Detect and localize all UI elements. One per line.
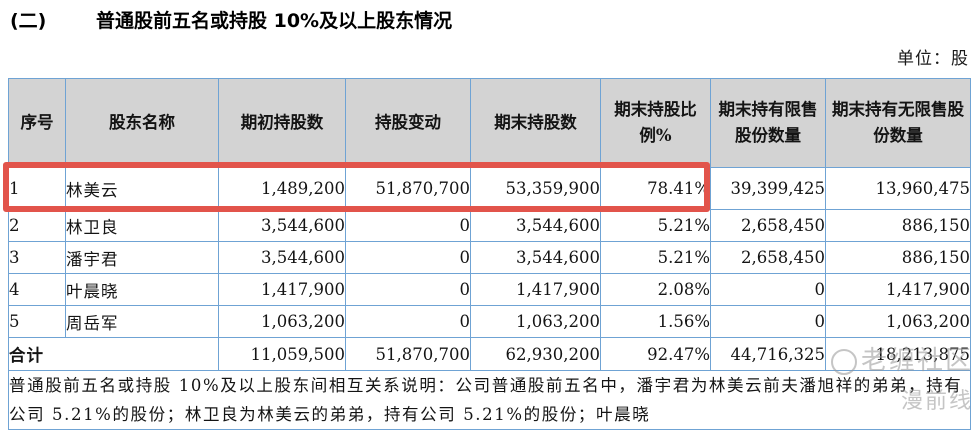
table-header-row: 序号 股东名称 期初持股数 持股变动 期末持股数 期末持股比例% 期末持有限售股…: [8, 78, 971, 168]
table-row: 5 周岳军 1,063,200 0 1,063,200 1.56% 0 1,06…: [8, 305, 971, 338]
cell-closing-shares: 1,063,200: [470, 305, 601, 338]
cell-restricted-shares: 0: [710, 305, 826, 338]
cell-share-change: 51,870,700: [345, 167, 471, 210]
cell-opening-shares: 3,544,600: [218, 241, 346, 274]
total-share-change: 51,870,700: [345, 337, 471, 371]
unit-label: 单位：股: [897, 49, 969, 69]
cell-closing-shares: 1,417,900: [470, 273, 601, 306]
cell-share-change: 0: [345, 273, 471, 306]
col-header-share-change: 持股变动: [345, 78, 471, 168]
cell-shareholder-name: 叶晨晓: [65, 273, 219, 306]
cell-closing-ratio: 2.08%: [600, 273, 711, 306]
cell-closing-shares: 3,544,600: [470, 241, 601, 274]
cell-unrestricted-shares: 886,150: [825, 241, 971, 274]
cell-index: 4: [8, 273, 66, 306]
cell-closing-shares: 53,359,900: [470, 167, 601, 210]
section-title: (二) 普通股前五名或持股 10%及以上股东情况: [10, 6, 452, 33]
cell-shareholder-name: 林美云: [65, 167, 219, 210]
total-closing-ratio: 92.47%: [600, 337, 711, 371]
cell-unrestricted-shares: 1,063,200: [825, 305, 971, 338]
total-unrestricted-shares: 18,213,875: [825, 337, 971, 371]
col-header-opening-shares: 期初持股数: [218, 78, 346, 168]
total-row: 合计 11,059,500 51,870,700 62,930,200 92.4…: [8, 337, 971, 371]
table-row: 1 林美云 1,489,200 51,870,700 53,359,900 78…: [8, 167, 971, 210]
table-row: 2 林卫良 3,544,600 0 3,544,600 5.21% 2,658,…: [8, 209, 971, 242]
cell-closing-shares: 3,544,600: [470, 209, 601, 242]
total-opening-shares: 11,059,500: [218, 337, 346, 371]
cell-restricted-shares: 2,658,450: [710, 241, 826, 274]
col-header-closing-shares: 期末持股数: [470, 78, 601, 168]
total-closing-shares: 62,930,200: [470, 337, 601, 371]
cell-closing-ratio: 78.41%: [600, 167, 711, 210]
cell-shareholder-name: 潘宇君: [65, 241, 219, 274]
cell-closing-ratio: 1.56%: [600, 305, 711, 338]
total-label: 合计: [8, 337, 219, 371]
cell-index: 3: [8, 241, 66, 274]
cell-share-change: 0: [345, 241, 471, 274]
cell-opening-shares: 1,489,200: [218, 167, 346, 210]
col-header-shareholder-name: 股东名称: [65, 78, 219, 168]
cell-shareholder-name: 周岳军: [65, 305, 219, 338]
col-header-closing-ratio: 期末持股比例%: [600, 78, 711, 168]
cell-closing-ratio: 5.21%: [600, 241, 711, 274]
cell-share-change: 0: [345, 209, 471, 242]
cell-opening-shares: 3,544,600: [218, 209, 346, 242]
col-header-index: 序号: [8, 78, 66, 168]
cell-unrestricted-shares: 1,417,900: [825, 273, 971, 306]
cell-shareholder-name: 林卫良: [65, 209, 219, 242]
cell-opening-shares: 1,063,200: [218, 305, 346, 338]
table-row: 4 叶晨晓 1,417,900 0 1,417,900 2.08% 0 1,41…: [8, 273, 971, 306]
shareholders-table: 序号 股东名称 期初持股数 持股变动 期末持股数 期末持股比例% 期末持有限售股…: [8, 78, 971, 430]
relationship-note-row: 普通股前五名或持股 10%及以上股东间相互关系说明：公司普通股前五名中，潘宇君为…: [8, 370, 971, 430]
section-number: (二): [10, 10, 47, 32]
cell-share-change: 0: [345, 305, 471, 338]
cell-unrestricted-shares: 13,960,475: [825, 167, 971, 210]
cell-opening-shares: 1,417,900: [218, 273, 346, 306]
cell-restricted-shares: 39,399,425: [710, 167, 826, 210]
col-header-unrestricted-shares: 期末持有无限售股份数量: [825, 78, 971, 168]
page-title: 普通股前五名或持股 10%及以上股东情况: [96, 10, 453, 32]
total-restricted-shares: 44,716,325: [710, 337, 826, 371]
cell-index: 5: [8, 305, 66, 338]
cell-index: 2: [8, 209, 66, 242]
cell-restricted-shares: 2,658,450: [710, 209, 826, 242]
relationship-note: 普通股前五名或持股 10%及以上股东间相互关系说明：公司普通股前五名中，潘宇君为…: [8, 370, 971, 430]
cell-closing-ratio: 5.21%: [600, 209, 711, 242]
cell-unrestricted-shares: 886,150: [825, 209, 971, 242]
cell-index: 1: [8, 167, 66, 210]
col-header-restricted-shares: 期末持有限售股份数量: [710, 78, 826, 168]
cell-restricted-shares: 0: [710, 273, 826, 306]
table-row: 3 潘宇君 3,544,600 0 3,544,600 5.21% 2,658,…: [8, 241, 971, 274]
